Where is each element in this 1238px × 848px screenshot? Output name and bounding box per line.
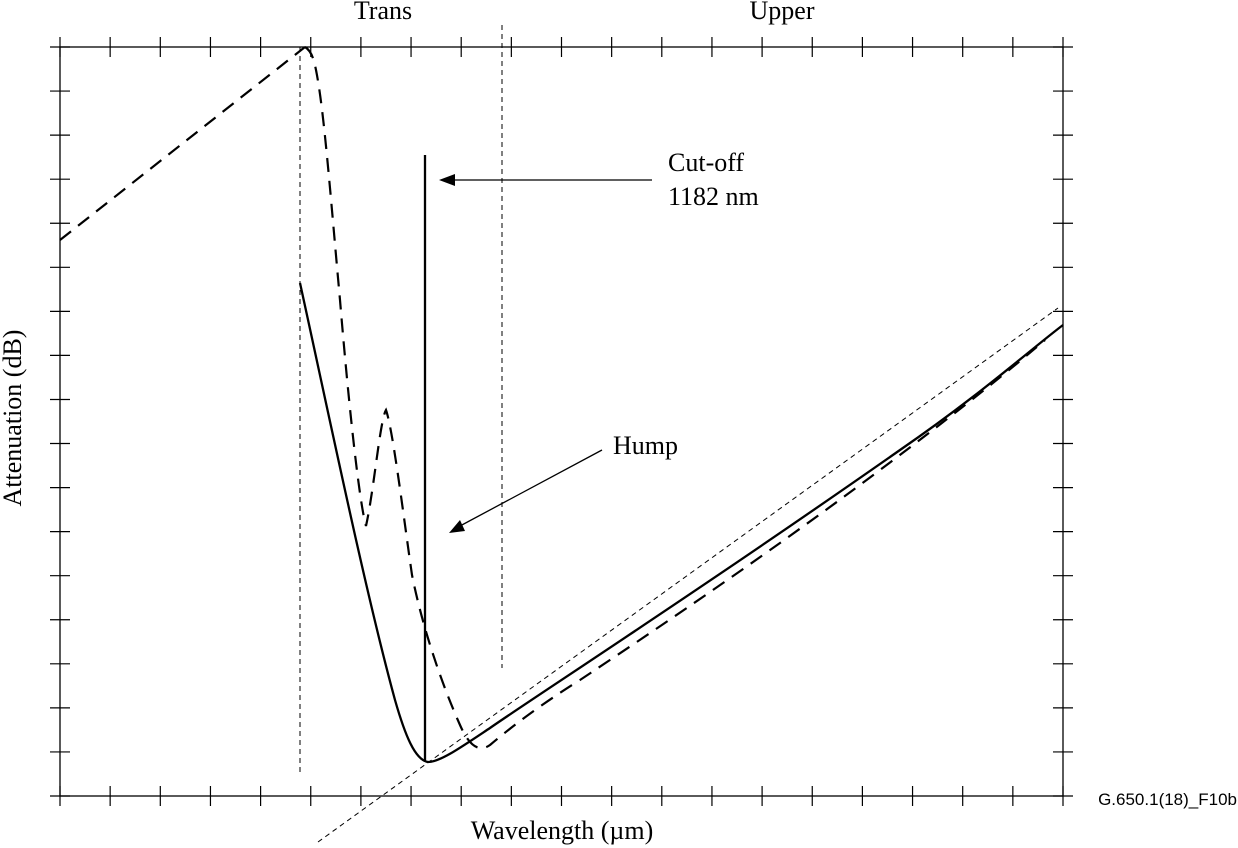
y-axis-label: Attenuation (dB): [0, 330, 27, 507]
x-axis-label: Wavelength (µm): [471, 816, 654, 845]
cutoff-label-line1: Cut-off: [668, 148, 744, 177]
axis-ticks: [50, 37, 1073, 806]
region-label-trans: Trans: [354, 0, 412, 25]
figure-id: G.650.1(18)_F10b: [1098, 790, 1237, 809]
solid-fitted-curve: [298, 282, 1064, 764]
linear-fit-line: [317, 307, 1059, 843]
dashed-upper-left-series: [59, 46, 306, 241]
region-label-upper: Upper: [750, 0, 815, 25]
plot-frame: [59, 46, 1064, 797]
dashed-measured-curve: [304, 46, 1046, 750]
cutoff-label-line2: 1182 nm: [668, 182, 759, 211]
hump-label: Hump: [613, 431, 678, 460]
cutoff-arrowhead: [439, 174, 455, 186]
hump-arrowhead: [449, 520, 465, 533]
hump-arrow-shaft: [459, 449, 603, 527]
